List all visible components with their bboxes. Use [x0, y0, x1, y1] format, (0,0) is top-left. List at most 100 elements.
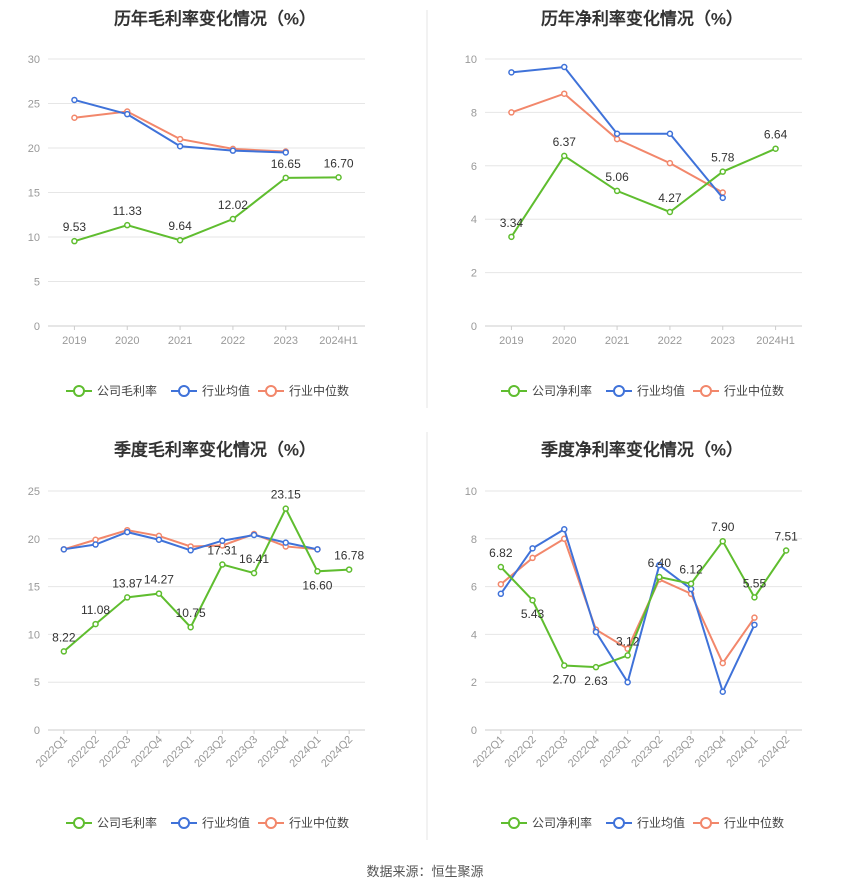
data-point-industry-avg[interactable]: [229, 147, 237, 154]
data-point-industry-avg[interactable]: [219, 537, 226, 544]
x-tick-label: 2022Q3: [534, 734, 570, 770]
data-label: 8.22: [52, 630, 76, 644]
data-point-industry-median[interactable]: [176, 135, 184, 143]
data-point-industry-avg[interactable]: [314, 546, 321, 553]
data-point-company[interactable]: [529, 596, 536, 604]
data-point-company[interactable]: [719, 537, 726, 545]
data-point-industry-avg[interactable]: [124, 110, 131, 118]
data-point-company[interactable]: [561, 662, 568, 669]
data-point-industry-avg[interactable]: [656, 561, 663, 569]
data-point-industry-avg[interactable]: [561, 63, 568, 71]
data-point-company[interactable]: [124, 594, 131, 601]
data-point-company[interactable]: [772, 145, 779, 152]
legend-item-company[interactable]: 公司毛利率: [66, 383, 157, 398]
data-point-company[interactable]: [782, 547, 790, 554]
legend-item-industry-avg[interactable]: 行业均值: [171, 383, 250, 398]
data-point-industry-avg[interactable]: [60, 546, 68, 553]
data-point-industry-median[interactable]: [719, 659, 726, 667]
data-point-industry-median[interactable]: [71, 114, 78, 121]
legend-label: 公司净利率: [532, 815, 592, 830]
x-tick-label: 2023Q3: [224, 734, 260, 770]
data-point-industry-avg[interactable]: [624, 678, 631, 686]
data-point-industry-avg[interactable]: [751, 621, 758, 629]
data-point-company[interactable]: [155, 590, 163, 597]
legend-label: 行业中位数: [724, 383, 784, 398]
data-point-company[interactable]: [92, 620, 99, 628]
data-point-company[interactable]: [314, 568, 321, 575]
data-point-company[interactable]: [176, 236, 184, 244]
data-point-company[interactable]: [345, 566, 353, 573]
data-point-industry-avg[interactable]: [561, 525, 568, 533]
data-point-industry-median[interactable]: [508, 109, 515, 116]
data-point-industry-avg[interactable]: [687, 585, 695, 593]
data-point-company[interactable]: [666, 208, 674, 216]
legend-item-company[interactable]: 公司毛利率: [66, 815, 157, 830]
legend-item-industry-avg[interactable]: 行业均值: [606, 815, 685, 830]
data-point-industry-avg[interactable]: [250, 531, 258, 539]
y-tick-label: 5: [34, 277, 40, 289]
data-point-company[interactable]: [124, 221, 131, 229]
legend-item-company[interactable]: 公司净利率: [501, 383, 592, 398]
x-tick-label: 2022Q1: [34, 734, 70, 770]
data-point-industry-median[interactable]: [751, 614, 758, 621]
data-point-industry-avg[interactable]: [719, 194, 726, 202]
legend-item-industry-median[interactable]: 行业中位数: [258, 815, 349, 830]
data-point-industry-avg[interactable]: [592, 628, 600, 636]
data-point-industry-avg[interactable]: [529, 545, 536, 552]
data-point-industry-avg[interactable]: [71, 96, 78, 104]
data-point-company[interactable]: [60, 648, 68, 655]
data-point-industry-avg[interactable]: [155, 536, 163, 544]
y-tick-label: 4: [471, 214, 477, 226]
data-label: 11.08: [81, 603, 110, 617]
data-point-company[interactable]: [497, 563, 505, 571]
legend-item-industry-median[interactable]: 行业中位数: [693, 383, 784, 398]
data-point-industry-avg[interactable]: [666, 130, 674, 138]
data-point-industry-avg[interactable]: [92, 541, 99, 548]
data-point-industry-avg[interactable]: [719, 688, 726, 696]
data-point-industry-avg[interactable]: [282, 149, 289, 156]
data-point-company[interactable]: [561, 152, 568, 160]
data-point-company[interactable]: [624, 652, 631, 659]
data-point-industry-median[interactable]: [666, 159, 674, 167]
data-point-industry-avg[interactable]: [282, 539, 289, 546]
data-point-company[interactable]: [71, 237, 78, 245]
data-label: 23.15: [271, 488, 301, 502]
data-point-company[interactable]: [229, 215, 237, 223]
data-point-company[interactable]: [613, 187, 621, 195]
data-point-industry-avg[interactable]: [497, 590, 505, 598]
legend-item-industry-median[interactable]: 行业中位数: [693, 815, 784, 830]
legend-label: 行业均值: [637, 383, 685, 398]
data-point-company[interactable]: [592, 663, 600, 671]
data-point-industry-median[interactable]: [497, 580, 505, 588]
x-tick-label: 2023Q4: [693, 734, 729, 770]
legend-item-industry-median[interactable]: 行业中位数: [258, 383, 349, 398]
data-point-company[interactable]: [656, 573, 663, 581]
data-point-industry-avg[interactable]: [124, 528, 131, 536]
data-label: 7.51: [774, 530, 798, 544]
legend-item-industry-avg[interactable]: 行业均值: [606, 383, 685, 398]
legend-label: 公司毛利率: [97, 815, 157, 830]
data-point-company[interactable]: [282, 174, 289, 182]
data-point-company[interactable]: [719, 168, 726, 175]
data-label: 5.55: [743, 576, 767, 590]
data-point-company[interactable]: [250, 569, 258, 577]
legend-item-industry-avg[interactable]: 行业均值: [171, 815, 250, 830]
legend-item-company[interactable]: 公司净利率: [501, 815, 592, 830]
data-label: 6.40: [648, 556, 672, 570]
data-point-company[interactable]: [282, 505, 289, 512]
data-point-industry-median[interactable]: [529, 554, 536, 562]
data-point-company[interactable]: [219, 561, 226, 568]
data-point-company[interactable]: [187, 623, 194, 631]
data-point-company[interactable]: [335, 174, 342, 181]
data-point-industry-avg[interactable]: [613, 130, 621, 138]
y-tick-label: 15: [28, 188, 40, 200]
data-point-industry-median[interactable]: [613, 135, 621, 143]
data-point-industry-avg[interactable]: [187, 547, 194, 554]
data-point-industry-avg[interactable]: [508, 69, 515, 76]
data-point-industry-avg[interactable]: [176, 142, 184, 150]
data-point-company[interactable]: [751, 594, 758, 601]
y-tick-label: 10: [465, 54, 477, 66]
data-point-company[interactable]: [508, 233, 515, 241]
data-point-company[interactable]: [687, 580, 695, 587]
data-point-industry-median[interactable]: [561, 90, 568, 97]
